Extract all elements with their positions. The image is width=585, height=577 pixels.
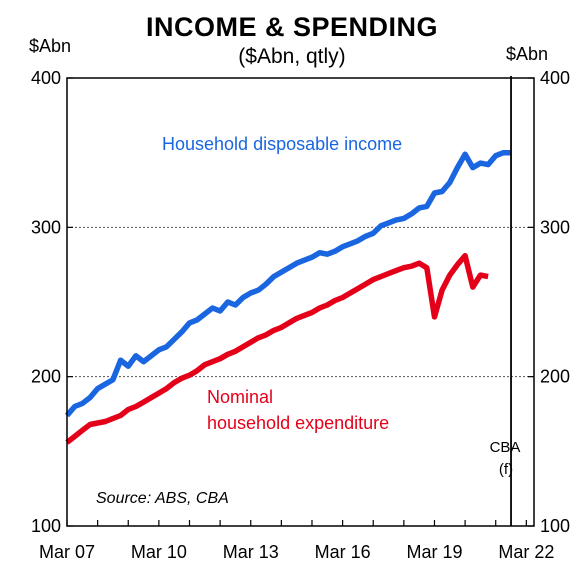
y-tick-label-right: 300: [540, 217, 570, 237]
y-tick-label-right: 400: [540, 68, 570, 88]
x-tick-label: Mar 07: [39, 542, 95, 562]
series-label-expenditure-line1: Nominal: [207, 387, 273, 407]
series-label-income: Household disposable income: [162, 134, 402, 154]
x-tick-label: Mar 19: [406, 542, 462, 562]
plot-frame: [66, 77, 535, 527]
y-axis-unit-right: $Abn: [506, 44, 548, 64]
x-tick-label: Mar 13: [223, 542, 279, 562]
series-line-expenditure: [65, 252, 489, 445]
y-tick-label-right: 100: [540, 516, 570, 536]
y-tick-label-left: 100: [31, 516, 61, 536]
y-tick-label-right: 200: [540, 367, 570, 387]
series-line-income: [64, 149, 511, 418]
x-tick-label: Mar 10: [131, 542, 187, 562]
series-label-expenditure-line2: household expenditure: [207, 413, 389, 433]
y-axis-unit-left: $Abn: [29, 36, 71, 56]
y-tick-label-left: 400: [31, 68, 61, 88]
chart-subtitle: ($Abn, qtly): [238, 45, 345, 68]
x-tick-label: Mar 16: [315, 542, 371, 562]
y-tick-label-left: 300: [31, 217, 61, 237]
source-note: Source: ABS, CBA: [96, 490, 229, 507]
x-tick-label: Mar 22: [498, 542, 554, 562]
chart-title: INCOME & SPENDING: [146, 12, 438, 42]
forecast-label-line2: (f): [499, 461, 513, 478]
forecast-label-line1: CBA: [490, 439, 521, 456]
y-tick-label-left: 200: [31, 367, 61, 387]
